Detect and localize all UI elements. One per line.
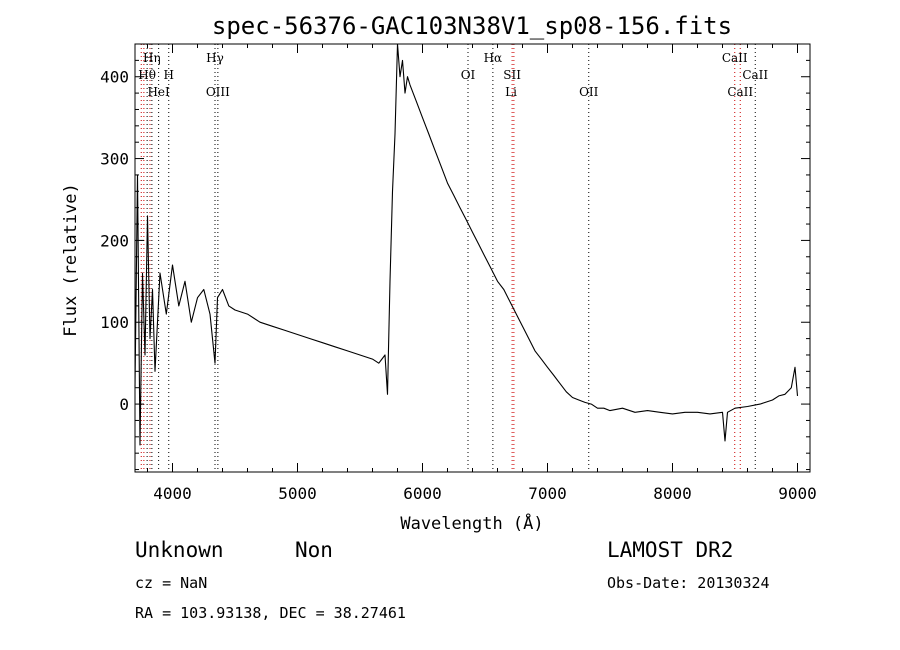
spectral-line-label: OI: [461, 68, 476, 82]
y-axis-label: Flux (relative): [61, 183, 81, 337]
spectral-line-label: Hθ: [138, 68, 156, 82]
y-tick-label: 400: [100, 68, 129, 87]
spectral-line-label: Hγ: [206, 51, 224, 65]
y-tick-label: 100: [100, 313, 129, 332]
spectral-line-labels: Hη Hθ H HeI Hγ OIII Hα OI SII Li OII CaII CaII CaII: [138, 51, 768, 99]
x-tick-label: 6000: [403, 484, 442, 503]
spectral-line-label: HeI: [147, 85, 170, 99]
ra-dec-coordinates: RA = 103.93138, DEC = 38.27461: [135, 604, 406, 622]
x-axis-label: Wavelength (Å): [400, 512, 543, 534]
spectral-line-markers: [140, 44, 756, 472]
redshift-cz: cz = NaN: [135, 574, 208, 592]
tick-labels: 4000 5000 6000 7000 8000 9000 0 100 200 300 400: [100, 68, 817, 503]
spectral-line-label: Li: [505, 85, 517, 99]
chart-axes: [134, 43, 811, 473]
y-tick-label: 0: [119, 395, 129, 414]
spectral-line-label: H: [164, 68, 174, 82]
x-tick-label: 5000: [278, 484, 317, 503]
spectrum-series: [134, 43, 799, 446]
x-tick-label: 4000: [153, 484, 192, 503]
x-tick-label: 8000: [653, 484, 692, 503]
spectral-line-label: OII: [579, 85, 599, 99]
x-tick-label: 9000: [778, 484, 817, 503]
plot-frame: [134, 43, 811, 473]
spectral-line-label: Hα: [484, 51, 503, 65]
spectral-line-label: OIII: [206, 85, 230, 99]
spectral-line-label: CaII: [722, 51, 748, 65]
object-class: Non: [295, 538, 333, 562]
chart-title: spec-56376-GAC103N38V1_sp08-156.fits: [212, 12, 732, 40]
spectral-line-label: SII: [503, 68, 521, 82]
y-tick-label: 200: [100, 231, 129, 250]
x-tick-label: 7000: [528, 484, 567, 503]
y-tick-label: 300: [100, 150, 129, 169]
spectrum-line: [134, 43, 799, 446]
spectral-line-label: Hη: [143, 51, 161, 65]
spectral-line-label: CaII: [727, 85, 753, 99]
spectral-line-label: CaII: [742, 68, 768, 82]
survey-name: LAMOST DR2: [607, 538, 734, 562]
object-name: Unknown: [135, 538, 224, 562]
observation-date: Obs-Date: 20130324: [607, 574, 770, 592]
